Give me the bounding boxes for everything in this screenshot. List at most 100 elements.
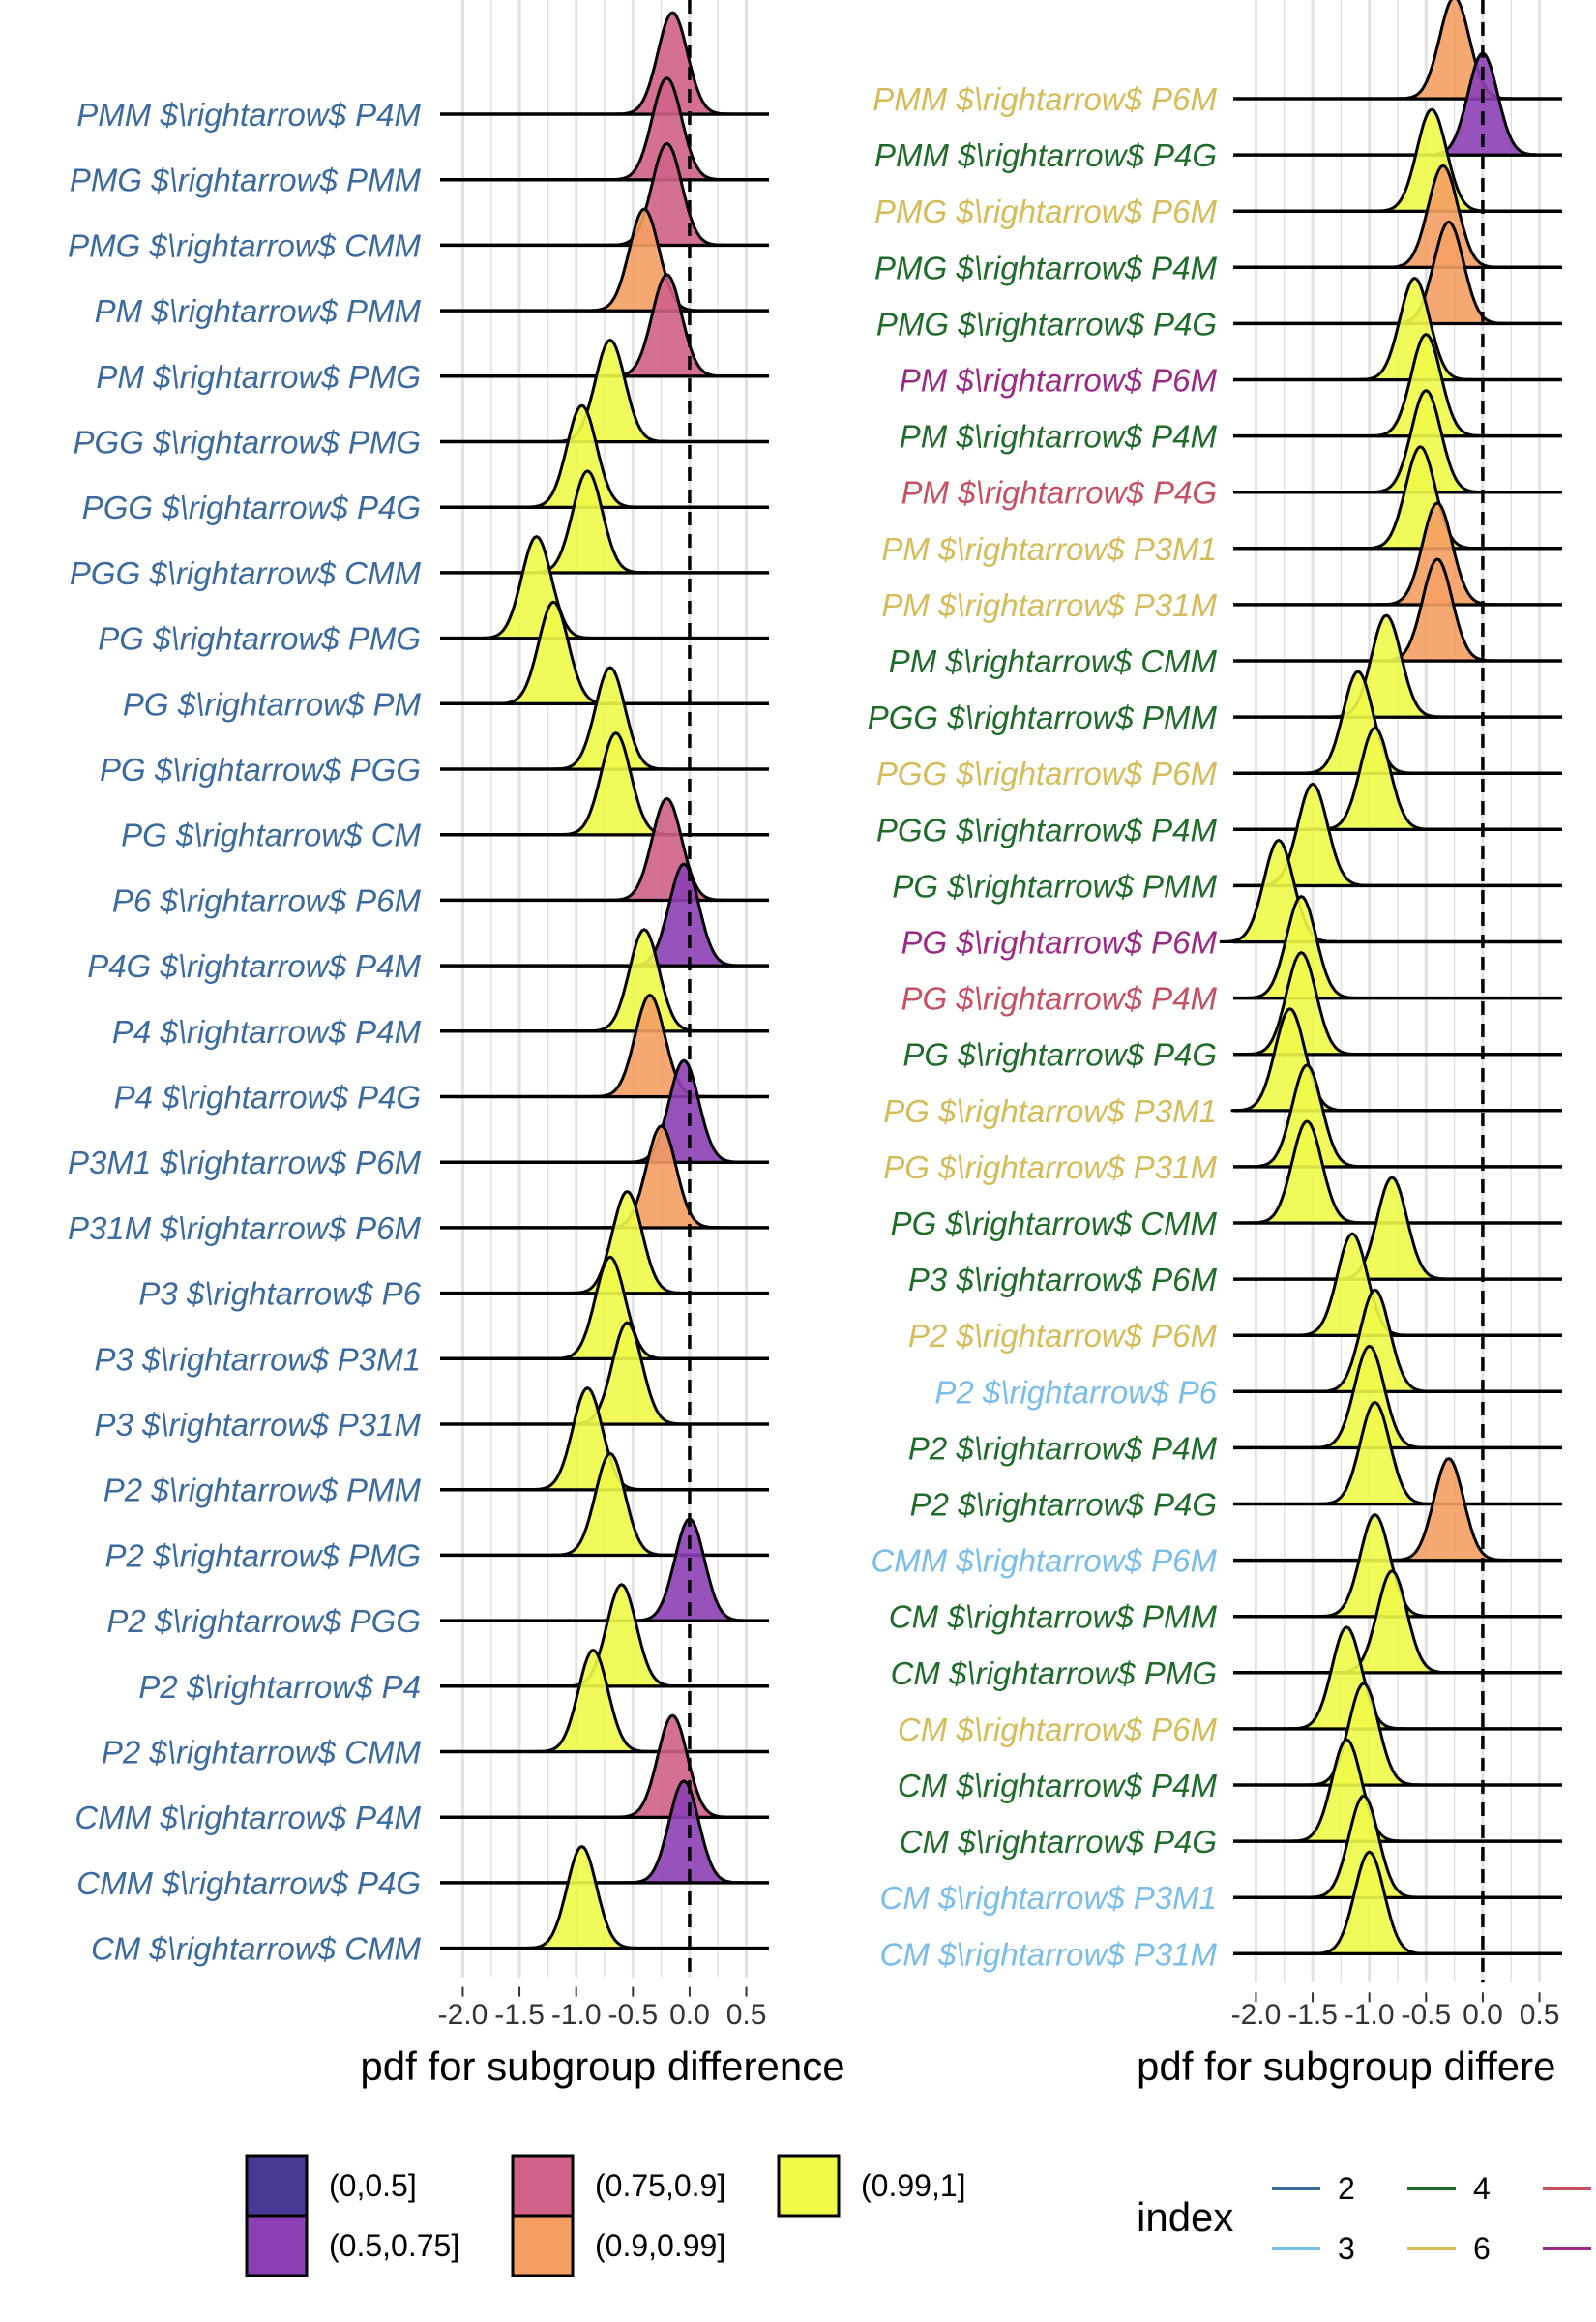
row-label: PGG $\rightarrow$ PMG xyxy=(74,425,421,461)
row-label: P2 $\rightarrow$ PMG xyxy=(105,1537,421,1573)
row-label: PM $\rightarrow$ CMM xyxy=(889,643,1218,679)
ridge-density xyxy=(1315,1400,1434,1505)
row-label: CM $\rightarrow$ P4G xyxy=(900,1824,1217,1860)
row-label: CMM $\rightarrow$ P4M xyxy=(74,1800,421,1835)
ridge-density xyxy=(1355,276,1474,381)
row-label: PG $\rightarrow$ PMG xyxy=(98,621,421,657)
row-label: PMG $\rightarrow$ P4M xyxy=(874,250,1217,285)
row-label: PM $\rightarrow$ P4M xyxy=(900,419,1218,455)
row-label: CMM $\rightarrow$ P6M xyxy=(871,1543,1217,1579)
ridge-density xyxy=(1383,164,1502,269)
row-label: P4 $\rightarrow$ P4G xyxy=(114,1080,421,1116)
index-legend-label: 6 xyxy=(1473,2231,1491,2266)
row-label: PM $\rightarrow$ P31M xyxy=(881,587,1217,623)
fill-legend-label: (0.99,1] xyxy=(861,2168,966,2203)
row-label: PG $\rightarrow$ P6M xyxy=(901,925,1218,961)
ridge-density xyxy=(607,141,726,247)
row-label: PG $\rightarrow$ P4M xyxy=(901,981,1218,1017)
ridge-density xyxy=(1219,838,1338,943)
fill-legend-swatch xyxy=(245,2154,309,2218)
ridge-density xyxy=(1230,1007,1349,1113)
ridge-density xyxy=(522,403,641,509)
x-tick-label: 0.5 xyxy=(1520,1999,1560,2031)
row-label: PG $\rightarrow$ PM xyxy=(123,686,422,722)
row-label: PGG $\rightarrow$ PMM xyxy=(868,700,1218,735)
x-tick-label: -2.0 xyxy=(1231,1999,1282,2031)
x-tick-label: -1.5 xyxy=(494,1999,545,2031)
ridge-density xyxy=(1304,1794,1423,1899)
x-tick-label: -0.5 xyxy=(1401,1999,1451,2031)
row-label: P2 $\rightarrow$ P6M xyxy=(908,1318,1218,1354)
row-label: PG $\rightarrow$ PMM xyxy=(892,868,1217,904)
row-label: P3 $\rightarrow$ P31M xyxy=(95,1407,422,1443)
row-label: P3M1 $\rightarrow$ P6M xyxy=(68,1145,421,1180)
fill-legend-label: (0,0.5] xyxy=(329,2168,417,2203)
row-label: PMG $\rightarrow$ PMM xyxy=(70,163,422,198)
row-label: CM $\rightarrow$ P6M xyxy=(898,1712,1218,1747)
ridge-density xyxy=(1310,1344,1429,1449)
ridge-density xyxy=(1361,445,1480,551)
ridge-density xyxy=(1315,1513,1434,1619)
row-label: PGG $\rightarrow$ CMM xyxy=(70,555,422,591)
ridge-density xyxy=(477,534,596,640)
row-label: CM $\rightarrow$ P3M1 xyxy=(880,1880,1217,1916)
index-legend: index 2 4 3 6 xyxy=(1137,2171,1591,2266)
row-label: PM $\rightarrow$ P6M xyxy=(900,363,1218,399)
row-label: PMM $\rightarrow$ P4G xyxy=(874,137,1217,173)
ridge-density xyxy=(1389,1456,1508,1563)
row-label: P2 $\rightarrow$ PGG xyxy=(106,1603,421,1639)
ridge-density xyxy=(568,1189,687,1295)
row-label: CMM $\rightarrow$ P4G xyxy=(76,1865,421,1901)
row-label: PGG $\rightarrow$ P4G xyxy=(82,490,421,525)
right-ridgeline-panel: PMM $\rightarrow$ P6M PMM $\rightarrow$ P… xyxy=(868,0,1562,2089)
x-tick-label: -2.0 xyxy=(438,1999,488,2031)
x-axis-title: pdf for subgroup difference xyxy=(360,2043,844,2089)
row-label: PG $\rightarrow$ CM xyxy=(121,818,421,853)
ridge-density xyxy=(1367,332,1486,438)
x-tick-label: 0.0 xyxy=(1463,1999,1503,2031)
ridge-density xyxy=(585,928,704,1033)
ridge-density xyxy=(550,666,669,771)
row-label: PM $\rightarrow$ P3M1 xyxy=(881,531,1217,567)
ridge-density xyxy=(1242,894,1361,1000)
row-label: PMG $\rightarrow$ CMM xyxy=(68,227,421,263)
ridge-density xyxy=(585,207,704,313)
fill-legend-swatch xyxy=(511,2154,575,2218)
row-label: PGG $\rightarrow$ P6M xyxy=(876,756,1218,791)
x-tick-label: -1.0 xyxy=(551,1999,602,2031)
fill-legend-swatch xyxy=(511,2214,575,2277)
row-label: PMG $\rightarrow$ P6M xyxy=(874,194,1217,229)
row-label: CM $\rightarrow$ CMM xyxy=(91,1931,422,1967)
row-label: PM $\rightarrow$ PMM xyxy=(95,293,422,329)
ridge-density xyxy=(1378,501,1497,607)
fill-legend-swatch xyxy=(245,2214,309,2277)
row-label: CM $\rightarrow$ PMM xyxy=(889,1599,1218,1635)
ridge-density xyxy=(1242,951,1361,1057)
ridge-density xyxy=(613,1713,732,1819)
index-legend-label: 3 xyxy=(1338,2231,1355,2266)
ridge-density xyxy=(607,273,726,378)
row-label: P4G $\rightarrow$ P4M xyxy=(87,948,421,984)
row-label: PMM $\rightarrow$ P6M xyxy=(872,81,1217,117)
fill-legend-label: (0.75,0.9] xyxy=(595,2168,725,2203)
ridge-density xyxy=(1373,107,1492,213)
row-label: P4 $\rightarrow$ P4M xyxy=(112,1014,422,1050)
index-legend-label: 2 xyxy=(1338,2171,1355,2206)
ridge-density xyxy=(625,1779,744,1885)
row-label: P2 $\rightarrow$ P4M xyxy=(908,1430,1218,1466)
row-label: P3 $\rightarrow$ P3M1 xyxy=(95,1341,422,1377)
row-label: PG $\rightarrow$ P31M xyxy=(883,1149,1217,1185)
ridge-density xyxy=(494,600,613,705)
ridge-density xyxy=(550,1451,669,1557)
x-axis-title: pdf for subgroup differe xyxy=(1137,2043,1556,2089)
x-tick-label: 0.0 xyxy=(669,1999,710,2031)
ridge-density xyxy=(1293,1232,1412,1337)
x-tick-label: -1.0 xyxy=(1345,1999,1395,2031)
row-label: P3 $\rightarrow$ P6M xyxy=(908,1262,1218,1297)
row-label: PG $\rightarrow$ P3M1 xyxy=(883,1093,1217,1129)
row-label: P2 $\rightarrow$ P4 xyxy=(138,1669,421,1705)
row-label: PG $\rightarrow$ CMM xyxy=(891,1206,1218,1241)
row-label: P2 $\rightarrow$ PMM xyxy=(103,1473,422,1508)
ridge-density xyxy=(607,796,726,902)
fill-legend-label: (0.5,0.75] xyxy=(329,2228,459,2263)
